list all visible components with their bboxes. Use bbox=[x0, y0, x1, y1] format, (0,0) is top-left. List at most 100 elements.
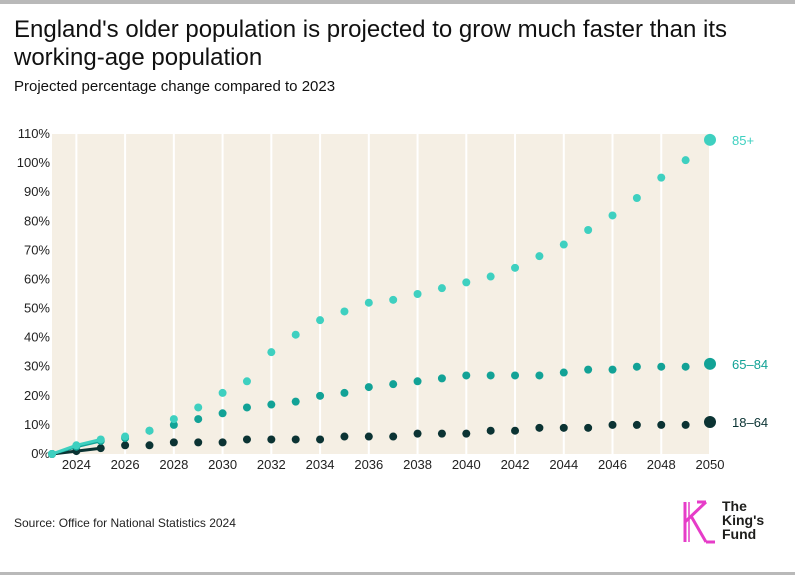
series-65-84-point bbox=[535, 371, 544, 380]
chart: 2024 2026 2028 2030 2032 2034 2036 2038 2040 2042… bbox=[17, 126, 768, 472]
series-18-64-point bbox=[121, 441, 130, 450]
series-85-plus-point bbox=[72, 441, 81, 450]
x-tick-label: 2038 bbox=[403, 457, 432, 472]
x-tick-label: 2044 bbox=[549, 457, 578, 472]
series-65-84-point bbox=[632, 362, 641, 371]
chart-subtitle: Projected percentage change compared to … bbox=[14, 78, 336, 95]
series-85-plus-point bbox=[316, 316, 325, 325]
series-18-64-point bbox=[413, 429, 422, 438]
series-85-plus-point bbox=[584, 226, 593, 234]
series-65-84-point bbox=[511, 371, 520, 380]
series-85-plus-point bbox=[145, 426, 154, 435]
series-65-84-point bbox=[316, 391, 325, 400]
series-65-84-label: 65–84 bbox=[732, 357, 768, 372]
series-65-84-point bbox=[340, 388, 349, 397]
series-18-64-point bbox=[145, 441, 154, 450]
x-tick-label: 2034 bbox=[306, 457, 335, 472]
series-85-plus-point bbox=[511, 263, 520, 272]
chart-title: England's older population is projected … bbox=[14, 16, 727, 71]
x-tick-label: 2032 bbox=[257, 457, 286, 472]
series-18-64-point bbox=[584, 423, 593, 432]
x-tick-label: 2030 bbox=[208, 457, 237, 472]
series-85-plus-point bbox=[194, 403, 203, 412]
series-85-plus-point bbox=[437, 284, 446, 293]
kings-fund-mark-icon bbox=[683, 500, 715, 544]
series-18-64-label: 18–64 bbox=[732, 415, 768, 430]
y-tick-label: 70% bbox=[24, 242, 50, 257]
y-tick-label: 0% bbox=[31, 446, 50, 461]
source-note: Source: Office for National Statistics 2… bbox=[14, 516, 236, 530]
series-18-64-point bbox=[704, 416, 716, 428]
series-18-64-point bbox=[657, 420, 666, 429]
series-65-84-point bbox=[194, 415, 203, 424]
series-65-84-point bbox=[657, 362, 666, 371]
series-85-plus-point bbox=[657, 173, 666, 182]
series-85-plus-point bbox=[704, 133, 716, 146]
y-tick-label: 20% bbox=[24, 388, 50, 403]
series-18-64-point bbox=[608, 420, 617, 429]
series-65-84-point bbox=[218, 409, 227, 418]
series-85-plus-point bbox=[96, 435, 105, 444]
series-85-plus-point bbox=[340, 307, 349, 316]
series-65-84-point bbox=[364, 383, 373, 392]
series-18-64-point bbox=[340, 432, 349, 441]
series-18-64-point bbox=[267, 435, 276, 444]
x-tick-label: 2024 bbox=[62, 457, 91, 472]
series-18-64-point bbox=[632, 420, 641, 429]
series-65-84-point bbox=[291, 397, 300, 406]
series-65-84-point bbox=[389, 380, 398, 389]
top-rule bbox=[0, 0, 795, 4]
series-65-84-point bbox=[584, 365, 593, 374]
plot-background bbox=[52, 134, 710, 454]
kings-fund-logo: The King's Fund bbox=[682, 499, 772, 547]
x-tick-label: 2050 bbox=[696, 457, 725, 472]
y-tick-label: 30% bbox=[24, 359, 50, 374]
x-tick-label: 2036 bbox=[354, 457, 383, 472]
series-85-plus-point bbox=[535, 252, 544, 261]
series-65-84-point bbox=[169, 420, 178, 429]
series-18-64-point bbox=[535, 423, 544, 432]
x-tick-label: 2026 bbox=[111, 457, 140, 472]
series-18-64-point bbox=[96, 444, 105, 453]
series-65-84-point bbox=[242, 403, 251, 412]
series-65-84-point bbox=[413, 377, 422, 386]
y-tick-label: 90% bbox=[24, 184, 50, 199]
series-85-plus-point bbox=[413, 290, 422, 298]
y-tick-label: 110% bbox=[18, 126, 51, 141]
series-18-64-point bbox=[291, 435, 300, 444]
y-tick-label: 10% bbox=[24, 417, 50, 432]
series-85-plus-point bbox=[632, 194, 641, 202]
series-18-64-point bbox=[242, 435, 251, 444]
y-tick-label: 40% bbox=[24, 330, 50, 345]
series-85-plus-point bbox=[169, 415, 178, 424]
series-65-84-point bbox=[608, 365, 617, 374]
series-65-84-point bbox=[681, 362, 690, 371]
series-85-plus-point bbox=[608, 211, 617, 220]
series-85-plus-point bbox=[242, 377, 251, 386]
series-18-64-point bbox=[559, 423, 568, 432]
x-tick-label: 2040 bbox=[452, 457, 481, 472]
series-65-84-point bbox=[462, 371, 471, 380]
y-tick-label: 80% bbox=[24, 213, 50, 228]
logo-line-2: King's bbox=[722, 512, 765, 528]
series-85-plus-point bbox=[121, 432, 130, 441]
series-18-64-point bbox=[681, 420, 690, 429]
series-18-64-point bbox=[511, 426, 520, 435]
series-18-64-point bbox=[462, 429, 471, 438]
series-65-84-point bbox=[704, 357, 716, 370]
series-85-plus-point bbox=[48, 450, 56, 458]
series-18-64-point bbox=[437, 429, 446, 438]
series-85-plus-point bbox=[486, 272, 495, 281]
series-85-plus-point bbox=[559, 240, 568, 249]
series-85-plus-point bbox=[389, 295, 398, 304]
series-65-84-point bbox=[486, 371, 495, 380]
series-65-84-point bbox=[267, 400, 276, 409]
x-tick-label: 2048 bbox=[647, 457, 676, 472]
y-tick-label: 50% bbox=[24, 301, 50, 316]
series-85-plus-point bbox=[462, 278, 471, 287]
x-tick-label: 2042 bbox=[501, 457, 530, 472]
series-18-64-point bbox=[194, 438, 203, 447]
series-85-plus-label: 85+ bbox=[732, 133, 754, 148]
series-18-64-point bbox=[486, 426, 495, 435]
series-85-plus-point bbox=[681, 156, 690, 165]
